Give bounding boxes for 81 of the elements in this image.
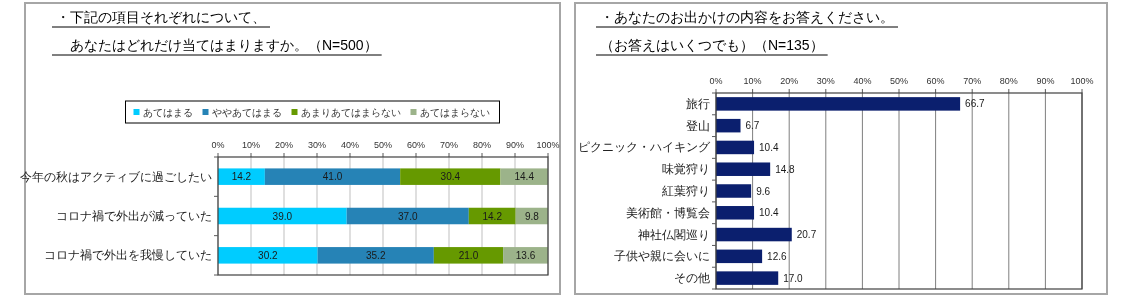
legend-label: ややあてはまる bbox=[211, 107, 282, 118]
bar bbox=[716, 249, 763, 264]
x-tick-label: 20% bbox=[274, 140, 294, 150]
x-tick-label: 60% bbox=[406, 140, 426, 150]
bar bbox=[346, 207, 469, 225]
x-tick-label: 70% bbox=[439, 140, 459, 150]
bar bbox=[218, 247, 318, 264]
y-tick-label: 美術館・博覧会 bbox=[626, 205, 710, 219]
bar bbox=[716, 162, 771, 176]
data-label: 6.7 bbox=[745, 120, 760, 132]
y-tick-label: ピクニック・ハイキング bbox=[578, 141, 711, 154]
bar bbox=[500, 168, 548, 185]
bar bbox=[400, 168, 501, 185]
data-label: 13.6 bbox=[515, 249, 536, 261]
data-label: 66.7 bbox=[965, 98, 986, 110]
bar bbox=[716, 140, 755, 155]
data-label: 14.8 bbox=[775, 163, 796, 175]
data-label: 20.7 bbox=[796, 229, 817, 241]
y-tick-label: コロナ禍で外出が減っていた bbox=[56, 210, 212, 222]
data-label: 39.0 bbox=[272, 210, 293, 222]
chart-subtitle: （お答えはいくつでも）（N=135） bbox=[600, 37, 824, 53]
data-label: 30.2 bbox=[258, 249, 278, 261]
data-label: 10.4 bbox=[759, 207, 779, 219]
x-tick-label: 0% bbox=[211, 140, 225, 150]
x-tick-label: 0% bbox=[709, 76, 723, 86]
x-tick-label: 70% bbox=[963, 76, 982, 86]
y-tick-label: 登山 bbox=[686, 119, 710, 132]
x-tick-label: 90% bbox=[505, 140, 525, 150]
x-tick-label: 50% bbox=[889, 76, 909, 86]
chart-title: ・下記の項目それぞれについて、 bbox=[56, 9, 266, 25]
data-label: 14.4 bbox=[514, 171, 535, 183]
data-label: 17.0 bbox=[783, 272, 804, 284]
y-tick-label: 味覚狩り bbox=[662, 162, 710, 176]
bar bbox=[433, 247, 504, 264]
x-tick-label: 100% bbox=[536, 140, 560, 150]
x-tick-label: 30% bbox=[816, 76, 835, 86]
bar bbox=[218, 207, 347, 225]
x-tick-label: 90% bbox=[1036, 76, 1055, 86]
bar bbox=[317, 247, 434, 264]
bar bbox=[716, 271, 779, 285]
data-label: 37.0 bbox=[398, 210, 418, 222]
bar bbox=[716, 184, 752, 198]
x-tick-label: 40% bbox=[853, 76, 872, 86]
data-label: 9.6 bbox=[756, 185, 771, 197]
data-label: 14.2 bbox=[482, 210, 503, 222]
legend-label: あてはまる bbox=[142, 107, 193, 118]
x-tick-label: 100% bbox=[1070, 76, 1094, 86]
x-tick-label: 20% bbox=[780, 76, 799, 86]
bar bbox=[716, 97, 961, 111]
x-tick-label: 40% bbox=[340, 140, 360, 150]
x-tick-label: 80% bbox=[999, 76, 1018, 86]
data-label: 10.4 bbox=[759, 141, 779, 153]
bar bbox=[218, 168, 265, 185]
bar bbox=[716, 118, 741, 133]
y-tick-label: 子供や親に会いに bbox=[614, 249, 710, 263]
bar bbox=[716, 227, 792, 242]
chart-title: ・あなたのお出かけの内容をお答えください。 bbox=[600, 9, 894, 25]
y-tick-label: 神社仏閣巡り bbox=[638, 228, 710, 241]
y-tick-label: 今年の秋はアクティブに過ごしたい bbox=[20, 169, 212, 183]
x-tick-label: 10% bbox=[743, 76, 762, 86]
data-label: 41.0 bbox=[322, 171, 343, 183]
bar bbox=[716, 206, 755, 220]
y-tick-label: 旅行 bbox=[686, 97, 710, 110]
legend-label: あまりあてはまらない bbox=[300, 107, 401, 118]
x-tick-label: 10% bbox=[241, 140, 261, 150]
bar bbox=[264, 168, 401, 185]
y-tick-label: コロナ禍で外出を我慢していた bbox=[44, 249, 212, 262]
y-tick-label: 紅葉狩り bbox=[662, 184, 710, 197]
data-label: 14.2 bbox=[231, 171, 252, 183]
legend-label: あてはまらない bbox=[419, 107, 490, 118]
data-label: 35.2 bbox=[366, 249, 386, 261]
y-tick-label: その他 bbox=[674, 272, 710, 286]
data-label: 21.0 bbox=[458, 249, 479, 261]
x-tick-label: 50% bbox=[373, 140, 393, 150]
x-tick-label: 60% bbox=[926, 76, 945, 86]
data-label: 30.4 bbox=[440, 171, 461, 183]
data-label: 12.6 bbox=[767, 250, 788, 262]
x-tick-label: 80% bbox=[472, 140, 492, 150]
chart-subtitle: あなたはどれだけ当てはまりますか。（N=500） bbox=[56, 37, 378, 53]
data-label: 9.8 bbox=[524, 210, 540, 222]
x-tick-label: 30% bbox=[307, 140, 327, 150]
